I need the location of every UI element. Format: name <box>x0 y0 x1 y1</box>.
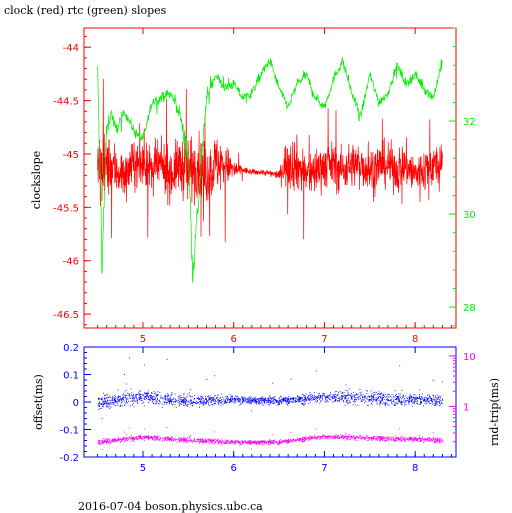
top-x-tick-label: 5 <box>140 334 146 345</box>
bottom-axis-ticks: 5 6 7 8 0.2 0.1 0 -0.1 -0.2 1 10 <box>59 343 475 474</box>
bottom-x-tick-label: 7 <box>321 463 327 474</box>
bottom-y-tick-label: 0.2 <box>63 343 79 354</box>
top-x-tick-label: 7 <box>321 334 327 345</box>
chart-title: clock (red) rtc (green) slopes <box>4 4 167 17</box>
round-trip-points <box>97 427 444 450</box>
rtc-slope-line <box>97 57 443 283</box>
bottom-y-tick-label: -0.1 <box>59 426 79 437</box>
top-y2-tick-label: 32 <box>463 117 476 128</box>
bottom-y-tick-label: 0 <box>73 398 79 409</box>
bottom-y2-tick-label: 1 <box>463 402 469 413</box>
clock-slope-series <box>97 78 443 243</box>
bottom-y-tick-label: -0.2 <box>59 453 79 464</box>
top-y2-tick-label: 30 <box>463 210 476 221</box>
clock-slope-line <box>97 78 443 243</box>
top-y-tick-label: -44 <box>63 43 79 54</box>
bottom-panel: 5 6 7 8 0.2 0.1 0 -0.1 -0.2 1 10 offset(ms) rnd-tr… <box>32 343 501 474</box>
top-y2-tick-label: 28 <box>463 303 476 314</box>
round-trip-series <box>97 427 444 450</box>
bottom-x-tick-label: 6 <box>231 463 237 474</box>
top-x-tick-label: 6 <box>231 334 237 345</box>
top-panel: 5 6 7 8 -44 -44.5 -45 -45.5 -46 -46.5 28 30 32 clock… <box>30 27 476 345</box>
bottom-x-tick-label: 8 <box>412 463 418 474</box>
offset-series <box>97 357 444 419</box>
top-y-tick-label: -46 <box>63 257 79 268</box>
top-y-axis-label: clockslope <box>30 151 43 209</box>
bottom-y2-axis-label: rnd-trip(ms) <box>488 378 501 446</box>
top-y-tick-label: -44.5 <box>53 97 79 108</box>
top-axis-ticks: 5 6 7 8 -44 -44.5 -45 -45.5 -46 -46.5 28 30 32 <box>53 27 476 345</box>
bottom-y-tick-label: 0.1 <box>63 371 79 382</box>
bottom-x-tick-label: 5 <box>140 463 146 474</box>
top-y-tick-label: -46.5 <box>53 310 79 321</box>
offset-points <box>97 357 444 419</box>
top-y-tick-label: -45.5 <box>53 203 79 214</box>
bottom-y-axis-label: offset(ms) <box>32 374 45 430</box>
top-y-tick-label: -45 <box>63 150 79 161</box>
bottom-y2-tick-label: 10 <box>463 352 476 363</box>
footer-host-date: 2016-07-04 boson.physics.ubc.ca <box>78 500 263 513</box>
top-x-tick-label: 8 <box>412 334 418 345</box>
rtc-slope-series <box>97 57 443 283</box>
